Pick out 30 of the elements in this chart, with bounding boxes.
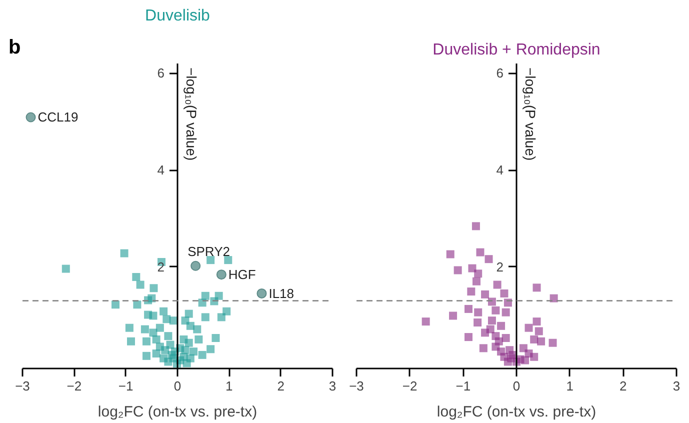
- x-tick-label: 1: [566, 378, 574, 394]
- y-axis-title: −log₁₀(P value): [184, 68, 200, 161]
- x-axis-title: log₂FC (on-tx vs. pre-tx): [98, 404, 258, 420]
- x-tick-label: −3: [15, 378, 30, 394]
- annotation: CCL19: [38, 110, 78, 125]
- x-tick-label: −2: [402, 378, 418, 394]
- x-tick-label: 3: [328, 378, 336, 394]
- x-tick-label: −1: [118, 378, 134, 394]
- chart-title: Duvelisib: [145, 8, 210, 24]
- y-tick-label: 4: [496, 162, 504, 178]
- x-tick-label: 0: [174, 378, 182, 394]
- chart-title: Duvelisib + Romidepsin: [432, 42, 600, 58]
- y-tick-label: 6: [496, 66, 504, 81]
- y-tick-label: 4: [157, 162, 165, 178]
- y-tick-label: 6: [157, 66, 165, 81]
- x-tick-label: 3: [672, 378, 680, 394]
- y-tick-label: 2: [496, 259, 504, 274]
- y-axis-title: −log₁₀(P value): [522, 68, 538, 161]
- annotation: IL18: [268, 286, 294, 301]
- text: b: [8, 36, 21, 58]
- x-tick-label: 2: [277, 378, 284, 394]
- x-axis-title: log₂FC (on-tx vs. pre-tx): [436, 404, 596, 420]
- x-tick-label: −1: [456, 378, 471, 394]
- x-tick-label: −3: [349, 378, 364, 394]
- annotation: SPRY2: [188, 244, 230, 259]
- annotation: HGF: [228, 267, 256, 282]
- x-tick-label: 1: [226, 378, 233, 394]
- x-tick-label: 2: [620, 378, 627, 394]
- x-tick-label: 0: [512, 378, 520, 394]
- x-tick-label: −2: [66, 378, 82, 394]
